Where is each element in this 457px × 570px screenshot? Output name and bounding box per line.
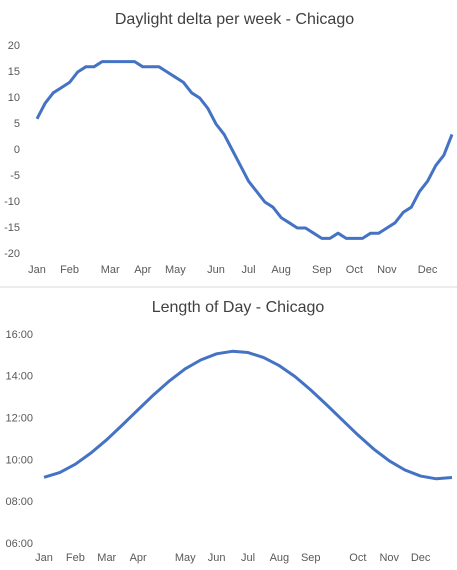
y-tick-label: 10 (8, 92, 20, 104)
y-tick-label: 0 (14, 144, 20, 156)
x-tick-label: Nov (379, 552, 399, 564)
x-tick-label: Dec (418, 264, 438, 276)
x-tick-label: Apr (134, 264, 151, 276)
x-tick-label: Sep (301, 552, 321, 564)
chart-title: Daylight delta per week - Chicago (115, 11, 354, 28)
y-tick-label: 14:00 (5, 371, 33, 383)
x-tick-label: Mar (101, 264, 120, 276)
x-tick-label: Nov (377, 264, 397, 276)
y-tick-label: 06:00 (5, 538, 33, 550)
line-series (35, 60, 454, 240)
x-tick-label: Jun (208, 552, 226, 564)
y-tick-label: 12:00 (5, 413, 33, 425)
x-tick-label: Jan (28, 264, 46, 276)
y-tick-label: 5 (14, 118, 20, 130)
x-tick-label: Apr (130, 552, 147, 564)
x-tick-label: Sep (312, 264, 332, 276)
chart-title: Length of Day - Chicago (152, 299, 325, 316)
x-tick-label: Feb (60, 264, 79, 276)
y-tick-label: -10 (4, 196, 20, 208)
x-tick-label: Oct (349, 552, 366, 564)
x-tick-label: Jun (207, 264, 225, 276)
y-tick-label: 20 (8, 40, 20, 52)
x-tick-label: May (165, 264, 186, 276)
y-tick-label: 08:00 (5, 496, 33, 508)
x-tick-label: Jan (35, 552, 53, 564)
x-tick-label: Mar (97, 552, 116, 564)
y-tick-label: -15 (4, 222, 20, 234)
x-tick-label: May (175, 552, 196, 564)
line-series (43, 349, 453, 481)
y-tick-label: -20 (4, 248, 20, 260)
x-tick-label: Feb (66, 552, 85, 564)
x-tick-label: Aug (271, 264, 291, 276)
y-tick-label: 15 (8, 66, 20, 78)
y-tick-label: -5 (10, 170, 20, 182)
x-tick-label: Oct (346, 264, 363, 276)
y-tick-label: 10:00 (5, 454, 33, 466)
x-tick-label: Dec (411, 552, 431, 564)
x-tick-label: Aug (270, 552, 290, 564)
y-tick-label: 16:00 (5, 329, 33, 341)
x-tick-label: Jul (242, 264, 256, 276)
x-tick-label: Jul (241, 552, 255, 564)
